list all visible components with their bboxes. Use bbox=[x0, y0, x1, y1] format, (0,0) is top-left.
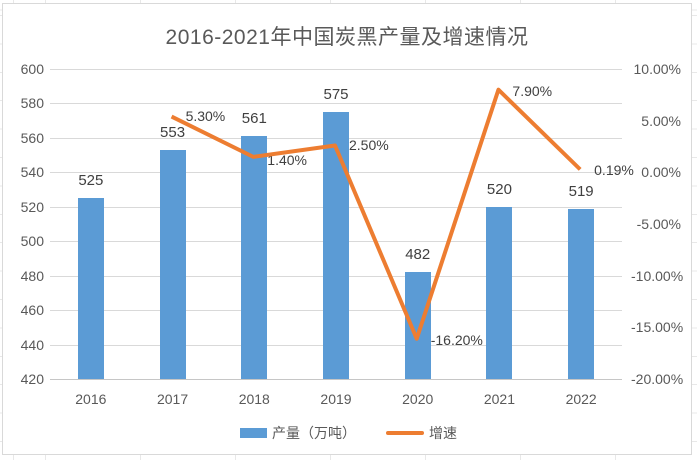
bar-value-label: 525 bbox=[78, 172, 104, 190]
growth-value-label: 7.90% bbox=[512, 82, 553, 99]
bar-value-label: 553 bbox=[160, 123, 186, 141]
bar-value-label: 561 bbox=[241, 110, 267, 128]
bar-2020[interactable] bbox=[404, 272, 431, 379]
right-axis-tick: -15.00% bbox=[631, 319, 684, 336]
bar-2021[interactable] bbox=[486, 206, 513, 379]
bar-2019[interactable] bbox=[323, 112, 349, 379]
left-axis-tick: 600 bbox=[20, 61, 44, 77]
bar-2022[interactable] bbox=[568, 208, 595, 379]
legend-item-line[interactable]: 增速 bbox=[386, 423, 457, 443]
gridline bbox=[50, 69, 622, 70]
bar-value-label: 520 bbox=[486, 180, 512, 198]
bar-value-label: 519 bbox=[568, 182, 594, 200]
legend-item-bar[interactable]: 产量（万吨） bbox=[240, 423, 356, 443]
x-axis-label-2020: 2020 bbox=[402, 391, 434, 407]
left-axis-tick: 580 bbox=[20, 95, 44, 112]
left-axis-tick: 560 bbox=[20, 129, 44, 146]
bar-value-label: 482 bbox=[405, 246, 431, 264]
x-axis-label-2022: 2022 bbox=[565, 391, 597, 407]
x-axis-label-2021: 2021 bbox=[483, 391, 515, 407]
growth-value-label: 1.40% bbox=[267, 151, 307, 168]
bar-2016[interactable] bbox=[77, 198, 104, 379]
bar-2018[interactable] bbox=[241, 136, 268, 379]
x-axis-label-2017: 2017 bbox=[156, 391, 189, 407]
chart-title[interactable]: 2016-2021年中国炭黑产量及增速情况 bbox=[165, 26, 529, 49]
right-axis-tick: 10.00% bbox=[633, 61, 681, 77]
x-axis-label-2018: 2018 bbox=[238, 391, 270, 407]
right-axis-tick: -10.00% bbox=[631, 267, 684, 284]
chart-object[interactable]: 2016-2021年中国炭黑产量及增速情况 600 580 560 540 520 500… bbox=[2, 3, 692, 455]
left-axis-tick: 480 bbox=[20, 267, 44, 284]
left-axis-tick: 500 bbox=[20, 233, 44, 250]
left-axis-tick: 520 bbox=[20, 198, 44, 215]
right-axis-tick: 0.00% bbox=[641, 164, 681, 181]
legend-line-swatch bbox=[386, 431, 424, 435]
legend-label: 增速 bbox=[429, 425, 457, 441]
left-axis-tick: 420 bbox=[20, 371, 44, 387]
growth-value-label: 5.30% bbox=[185, 107, 226, 124]
x-axis-label-2016: 2016 bbox=[75, 391, 107, 407]
left-axis-tick: 460 bbox=[20, 302, 44, 319]
x-axis-label-2019: 2019 bbox=[320, 391, 352, 407]
right-axis-tick: -20.00% bbox=[631, 371, 684, 387]
chart-legend[interactable]: 产量（万吨） 增速 bbox=[0, 424, 697, 442]
left-axis-tick: 540 bbox=[20, 164, 44, 181]
growth-value-label: 2.50% bbox=[349, 136, 389, 153]
legend-bar-swatch bbox=[240, 428, 267, 438]
growth-value-label: 0.19% bbox=[594, 162, 634, 179]
growth-value-label: -16.20% bbox=[430, 331, 483, 348]
gridline bbox=[50, 103, 622, 105]
bar-value-label: 575 bbox=[323, 86, 349, 104]
legend-label: 产量（万吨） bbox=[272, 425, 356, 441]
right-axis-tick: 5.00% bbox=[641, 112, 681, 129]
bar-2017[interactable] bbox=[159, 149, 186, 379]
right-axis-tick: -5.00% bbox=[636, 216, 681, 232]
x-axis-line bbox=[50, 379, 622, 380]
left-axis-tick: 440 bbox=[20, 336, 44, 353]
